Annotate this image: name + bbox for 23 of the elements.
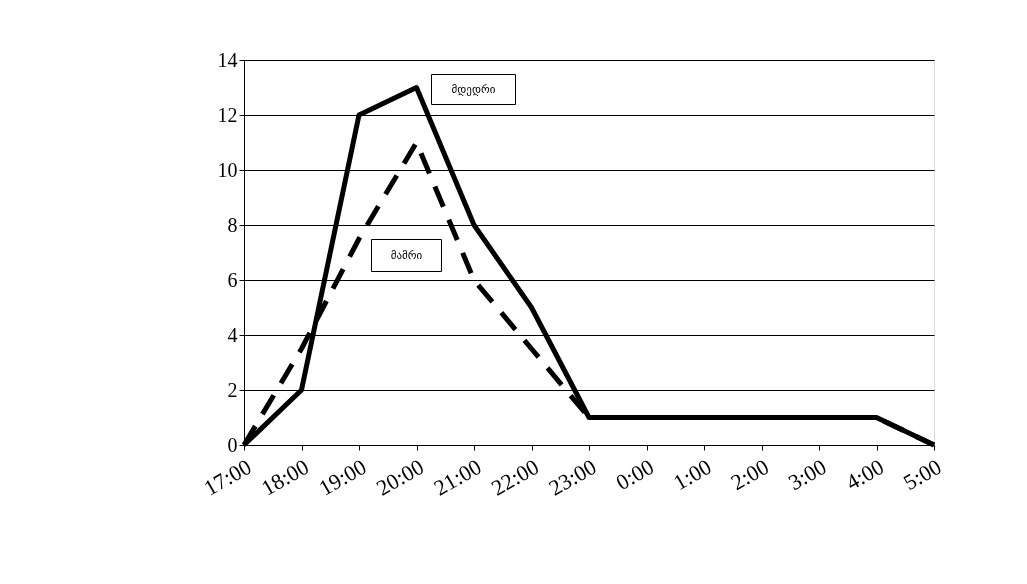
x-tick-label: 3:00 (784, 453, 831, 496)
x-tick-label: 17:00 (199, 453, 256, 501)
x-tick-label: 0:00 (611, 453, 658, 496)
x-tick-label: 23:00 (544, 453, 601, 501)
x-tick-label: 18:00 (257, 453, 313, 501)
x-tick-label: 20:00 (372, 453, 428, 501)
x-tick-label: 19:00 (314, 453, 371, 501)
y-tick-label: 14 (217, 48, 238, 71)
text: მდედრი (451, 82, 496, 96)
y-tick-label: 10 (217, 158, 238, 181)
x-tick-label: 1:00 (669, 453, 716, 496)
x-tick-label: 4:00 (841, 453, 888, 496)
y-tick-label: 0 (227, 433, 238, 456)
y-tick-label: 4 (227, 323, 238, 346)
x-tick-label: 5:00 (899, 453, 946, 496)
y-tick-label: 6 (227, 268, 238, 291)
text: მამრი (390, 248, 423, 262)
y-tick-label: 12 (217, 103, 238, 126)
x-tick-label: 22:00 (487, 453, 543, 501)
x-tick-label: 2:00 (726, 453, 773, 496)
x-tick-label: 21:00 (429, 453, 486, 501)
y-tick-label: 8 (227, 213, 238, 236)
y-tick-label: 2 (227, 378, 238, 401)
